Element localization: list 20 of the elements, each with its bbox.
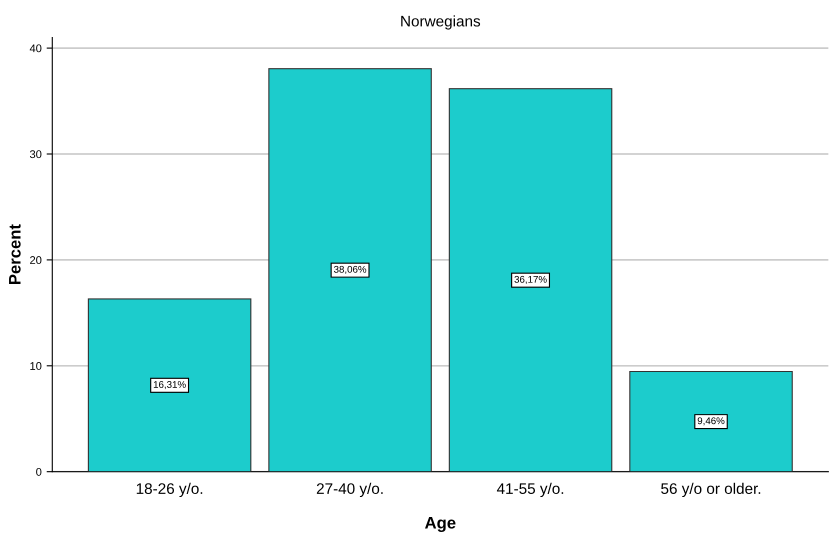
chart-title: Norwegians: [401, 15, 480, 30]
x-tick-label: 56 y/o or older.: [661, 482, 760, 498]
y-tick-label: 30: [30, 150, 42, 158]
y-tick-label: 20: [30, 256, 42, 264]
data-label: 38,06%: [334, 266, 366, 274]
y-axis-title: Percent: [9, 224, 21, 284]
x-axis-title: Age: [424, 517, 456, 532]
x-tick-label: 41-55 y/o.: [496, 482, 564, 498]
bar: [268, 68, 432, 472]
data-label: 16,31%: [154, 381, 186, 390]
data-label: 9,46%: [698, 417, 724, 426]
x-tick-label: 18-26 y/o.: [136, 482, 202, 498]
bar: [629, 370, 793, 472]
bar: [448, 88, 612, 472]
y-tick-label: 10: [30, 362, 42, 370]
bar: [88, 298, 252, 472]
data-label: 36,17%: [514, 276, 547, 284]
y-tick-label: 40: [30, 44, 42, 52]
y-tick-label: 0: [36, 468, 42, 476]
x-tick-label: 27-40 y/o.: [316, 482, 383, 498]
